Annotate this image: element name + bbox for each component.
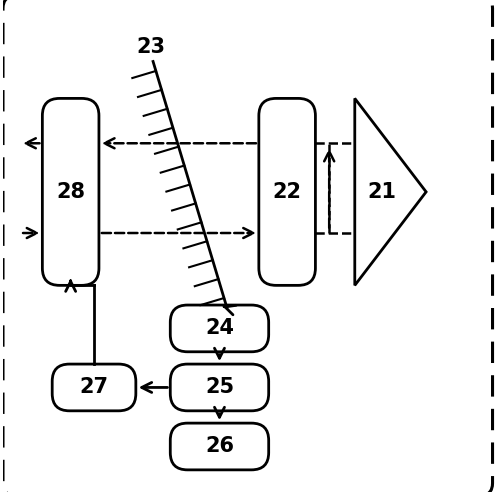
FancyBboxPatch shape	[170, 364, 269, 411]
FancyBboxPatch shape	[42, 98, 99, 285]
Text: 24: 24	[205, 318, 234, 338]
Text: 25: 25	[205, 377, 234, 398]
FancyBboxPatch shape	[52, 364, 136, 411]
Text: 22: 22	[272, 182, 302, 202]
Text: 23: 23	[136, 37, 165, 57]
FancyBboxPatch shape	[170, 305, 269, 352]
Text: 28: 28	[56, 182, 85, 202]
FancyBboxPatch shape	[170, 423, 269, 470]
Polygon shape	[355, 98, 426, 285]
Text: 27: 27	[80, 377, 109, 398]
FancyBboxPatch shape	[3, 0, 493, 492]
Text: 26: 26	[205, 436, 234, 457]
FancyBboxPatch shape	[259, 98, 315, 285]
Text: 21: 21	[368, 182, 396, 202]
